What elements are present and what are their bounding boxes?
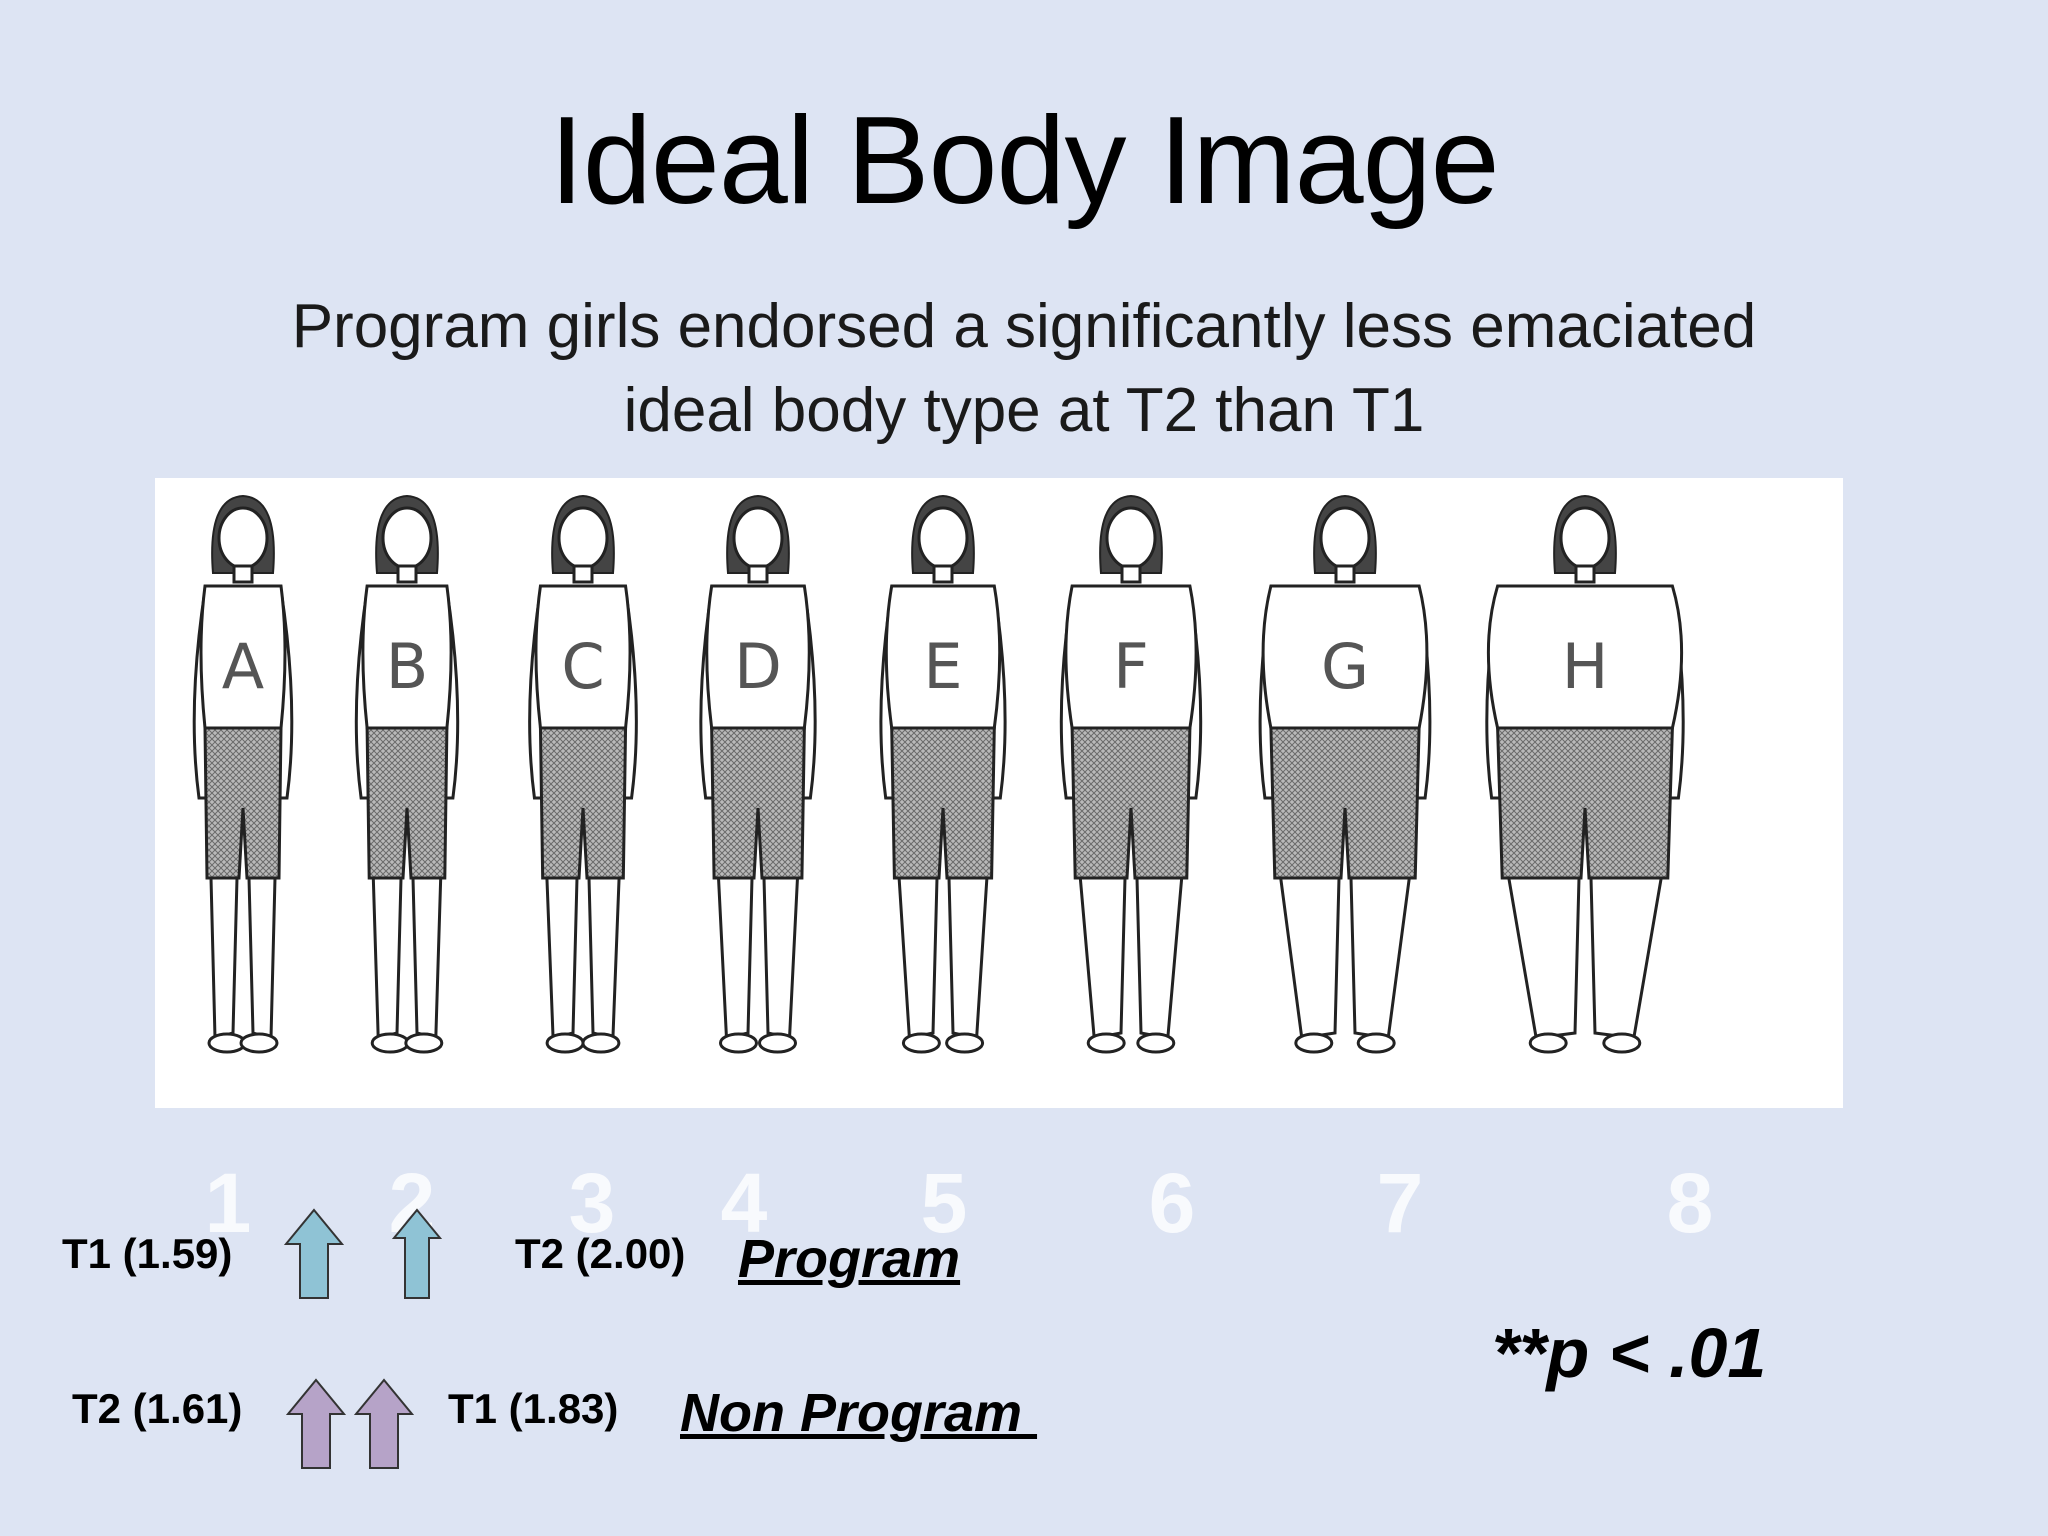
figure-letter-h: H — [1562, 630, 1609, 703]
figure-letter-b: B — [386, 630, 429, 703]
body-figure-f: F — [1059, 494, 1203, 1054]
scale-number-7: 7 — [1376, 1156, 1424, 1250]
figure-letter-e: E — [923, 630, 962, 703]
body-figure-e: E — [879, 494, 1007, 1054]
program-t1-arrow-icon — [284, 1208, 344, 1299]
non-program-t2-arrow-icon — [286, 1378, 346, 1469]
scale-number-8: 8 — [1666, 1156, 1714, 1250]
program-t2-arrow-icon — [392, 1208, 442, 1299]
scale-number-3: 3 — [568, 1156, 616, 1250]
slide-subtitle: Program girls endorsed a significantly l… — [150, 285, 1898, 453]
body-figure-a: A — [192, 494, 294, 1054]
subtitle-line-2: ideal body type at T2 than T1 — [623, 376, 1425, 445]
non-program-t2-label: T2 (1.61) — [72, 1385, 243, 1432]
body-figure-g: G — [1258, 494, 1432, 1054]
body-figure-panel: A B C D E F G H — [155, 478, 1843, 1108]
subtitle-line-1: Program girls endorsed a significantly l… — [291, 292, 1757, 361]
scale-number-5: 5 — [920, 1156, 968, 1250]
program-t2-label: T2 (2.00) — [515, 1230, 686, 1277]
scale-number-1: 1 — [204, 1156, 252, 1250]
scale-number-4: 4 — [720, 1156, 768, 1250]
body-figure-h: H — [1485, 494, 1685, 1054]
program-group-label: Program — [738, 1229, 961, 1289]
program-t1-label: T1 (1.59) — [62, 1230, 233, 1277]
figure-letter-a: A — [222, 630, 264, 703]
non-program-t1-label: T1 (1.83) — [448, 1385, 619, 1432]
figure-letter-g: G — [1321, 630, 1369, 703]
non-program-group-label: Non Program — [680, 1383, 1038, 1443]
figure-letter-c: C — [561, 630, 604, 703]
body-figure-d: D — [699, 494, 817, 1054]
scale-number-6: 6 — [1148, 1156, 1196, 1250]
significance-note: **p < .01 — [1492, 1314, 1767, 1392]
figure-letter-f: F — [1113, 630, 1149, 703]
slide-title: Ideal Body Image — [549, 92, 1499, 230]
body-figure-b: B — [354, 494, 460, 1054]
body-figure-drawing: A B C D E F G H — [192, 494, 1685, 1054]
figure-letter-d: D — [734, 630, 782, 703]
non-program-t1-arrow-icon — [354, 1378, 414, 1469]
body-figure-c: C — [528, 494, 638, 1054]
